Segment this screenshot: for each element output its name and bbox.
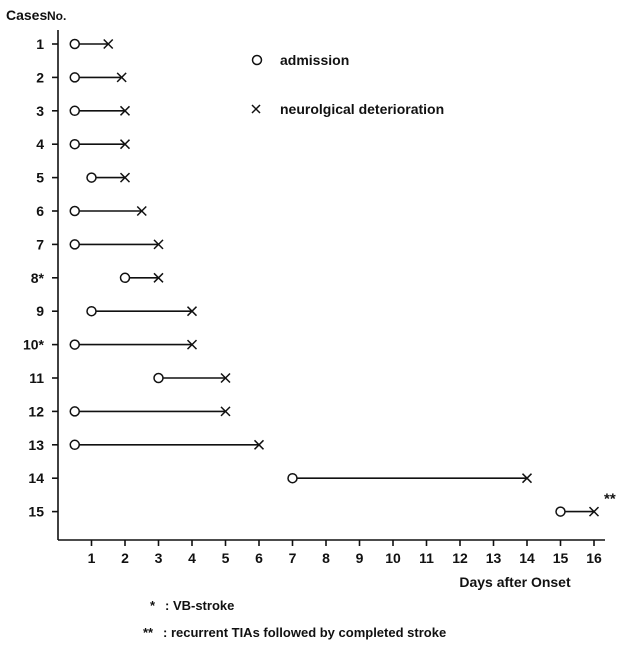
case-row-7: 7 [36,236,164,252]
legend: admission neurolgical deterioration [251,52,444,117]
x-tick-label: 12 [452,550,468,566]
admission-marker [69,439,80,451]
case-label: 12 [28,403,44,419]
case-row-15: 15 [28,504,600,520]
case-row-11: 11 [29,370,231,386]
case-row-8: 8* [31,270,164,286]
case-row-4: 4 [36,136,131,152]
case-label: 1 [36,36,44,52]
deterioration-marker [220,372,231,384]
admission-marker [69,205,80,217]
admission-marker [69,72,80,83]
legend-deterioration-label: neurolgical deterioration [280,101,444,117]
footnote-1-symbol: * [150,598,156,613]
legend-admission-marker [251,54,263,66]
admission-marker [69,38,80,50]
admission-marker [69,105,80,117]
deterioration-marker [153,272,164,283]
case-15-annotation: ** [604,491,616,508]
x-tick-label: 3 [155,550,163,566]
deterioration-marker [103,38,114,50]
deterioration-marker [588,506,600,517]
deterioration-marker [119,172,131,183]
case-row-12: 12 [28,403,231,419]
x-tick-label: 6 [255,550,263,566]
case-label: 14 [28,470,44,486]
footnote-1-text: : VB-stroke [165,598,234,613]
footnote-2-text: : recurrent TIAs followed by completed s… [163,625,446,640]
case-row-14: 14 [28,470,533,486]
legend-deterioration-marker [251,104,261,114]
deterioration-marker [136,205,147,217]
x-tick-label: 15 [553,550,569,566]
deterioration-marker [116,72,127,83]
admission-marker [119,272,131,284]
admission-marker [153,372,164,384]
case-row-10: 10* [23,337,198,353]
deterioration-marker [186,339,198,350]
case-label: 3 [36,103,44,119]
deterioration-marker [253,439,265,450]
x-tick-label: 7 [289,550,297,566]
case-row-6: 6 [36,203,147,219]
footnote-2-symbol: ** [143,625,154,640]
x-axis-ticks: 1 2 3 4 5 6 7 8 9 10 11 12 13 14 15 16 [88,540,602,566]
case-label: 4 [36,136,44,152]
deterioration-marker [220,406,231,417]
case-label: 11 [29,370,44,386]
x-tick-label: 13 [486,550,502,566]
case-row-9: 9 [36,303,198,319]
x-tick-label: 10 [385,550,401,566]
case-label: 5 [36,170,44,186]
deterioration-marker [119,105,131,116]
case-row-3: 3 [36,103,131,119]
x-tick-label: 14 [519,550,535,566]
y-axis-title-cases: Cases [6,7,47,23]
admission-marker [555,506,566,517]
deterioration-marker [119,139,131,150]
x-tick-label: 8 [322,550,330,566]
deterioration-marker [521,473,533,484]
case-row-13: 13 [28,437,265,453]
admission-marker [69,239,80,250]
x-tick-label: 4 [188,550,196,566]
y-axis-title-no: No. [47,9,66,23]
case-label: 13 [28,437,44,453]
case-row-2: 2 [36,69,127,85]
footnotes: * : VB-stroke ** : recurrent TIAs follow… [143,598,446,640]
case-label: 9 [36,303,44,319]
x-tick-label: 5 [222,550,230,566]
admission-marker [86,305,97,317]
case-label: 7 [36,236,44,252]
x-tick-label: 1 [88,550,96,566]
case-label: 6 [36,203,44,219]
x-tick-label: 2 [121,550,129,566]
x-tick-label: 9 [356,550,364,566]
case-label: 10* [23,337,45,353]
case-label: 2 [36,69,44,85]
admission-marker [69,138,80,150]
admission-marker [287,472,298,484]
admission-marker [86,172,97,183]
admission-marker [69,406,80,417]
deterioration-marker [153,239,164,250]
x-axis-title: Days after Onset [459,574,571,590]
deterioration-marker [186,306,198,317]
case-label: 15 [28,504,44,520]
legend-admission-label: admission [280,52,349,68]
case-label: 8* [31,270,45,286]
x-tick-label: 11 [419,550,434,566]
x-tick-label: 16 [586,550,602,566]
admission-marker [69,339,80,350]
case-row-1: 1 [36,36,114,52]
case-row-5: 5 [36,170,131,186]
